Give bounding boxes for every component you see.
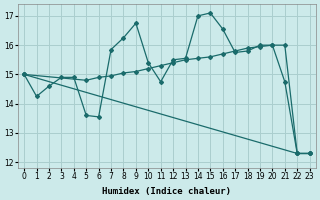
X-axis label: Humidex (Indice chaleur): Humidex (Indice chaleur) [102, 187, 231, 196]
